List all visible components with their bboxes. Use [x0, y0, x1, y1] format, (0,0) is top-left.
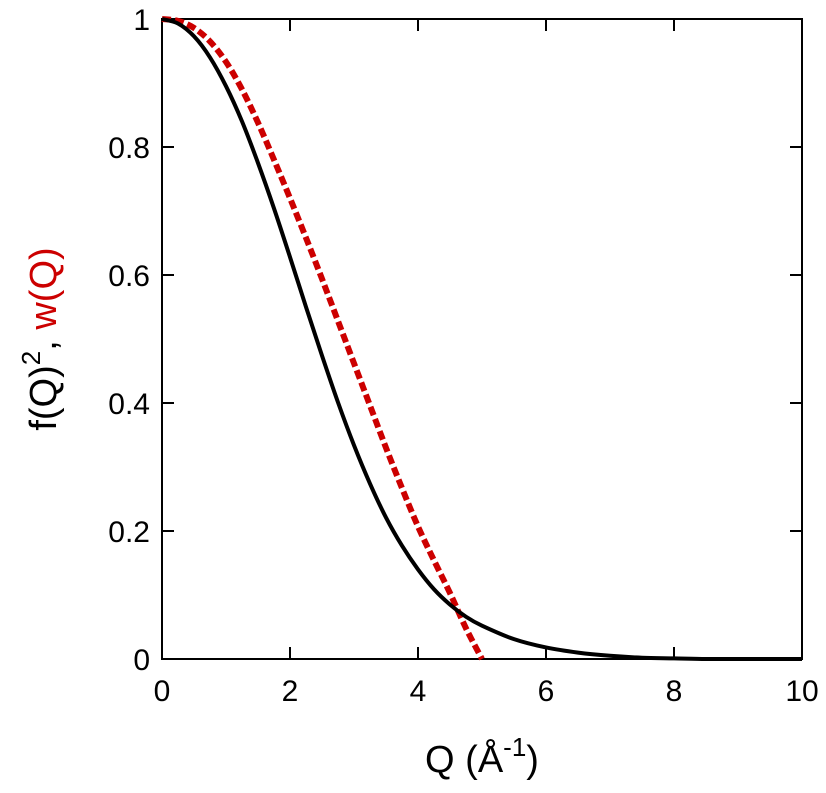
y-tick-label: 0.4 [108, 388, 150, 421]
y-axis-title-f-sup: 2 [16, 351, 46, 365]
x-tick-label: 6 [538, 675, 555, 708]
x-axis-title-close: ) [526, 739, 539, 781]
y-tick-label: 0.8 [108, 132, 150, 165]
x-axis-title-main: Q (Å [425, 737, 504, 781]
x-tick-label: 2 [282, 675, 299, 708]
x-tick-label: 0 [154, 675, 171, 708]
x-tick-label: 10 [785, 675, 818, 708]
y-tick-label: 0.6 [108, 260, 150, 293]
tick-labels-layer: 0 2 4 6 8 10 0 0.2 0.4 0.6 0.8 1 [108, 4, 818, 708]
series-line-w [161, 16, 485, 661]
y-axis-title-sep: , [23, 330, 65, 351]
y-tick-label: 0 [133, 644, 150, 677]
y-tick-label: 0.2 [108, 516, 150, 549]
y-axis-title: f(Q)2, w(Q) [16, 247, 65, 430]
y-axis-title-w: w(Q) [23, 247, 65, 330]
series-line-f [161, 17, 802, 662]
x-axis-title-sup: -1 [503, 732, 526, 762]
y-axis-title-f: f(Q) [23, 365, 65, 430]
ticks-layer [162, 19, 802, 659]
x-tick-label: 8 [666, 675, 683, 708]
x-axis-title: Q (Å-1) [425, 732, 539, 781]
series-layer [161, 16, 802, 662]
plot-frame [161, 18, 803, 660]
y-tick-label: 1 [133, 4, 150, 37]
x-tick-label: 4 [410, 675, 427, 708]
